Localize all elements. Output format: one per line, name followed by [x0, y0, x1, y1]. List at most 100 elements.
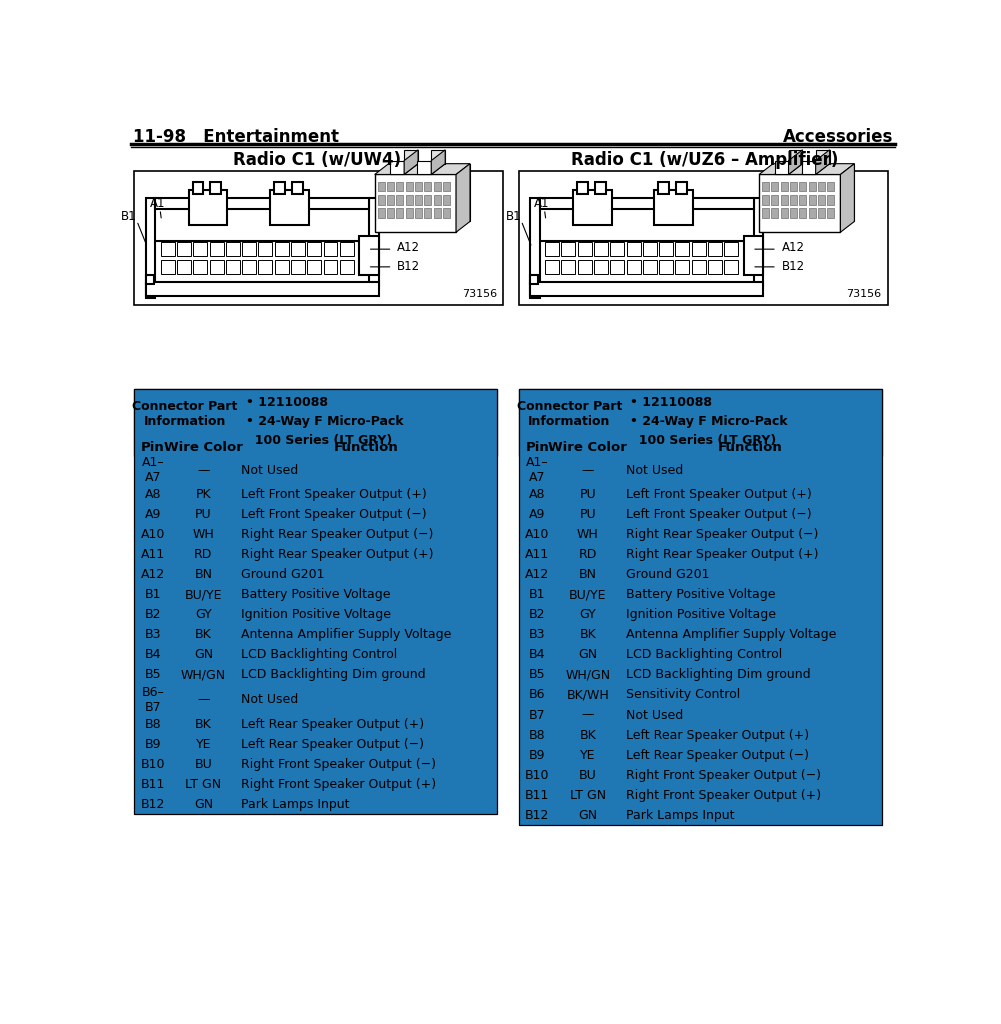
Text: B1: B1 [121, 210, 137, 223]
Text: Park Lamps Input: Park Lamps Input [626, 809, 735, 821]
Text: Left Rear Speaker Output (+): Left Rear Speaker Output (+) [241, 718, 424, 731]
Bar [800, 182, 807, 191]
Bar [772, 208, 779, 217]
Text: BU: BU [194, 758, 212, 771]
Bar [291, 243, 305, 256]
Text: —: — [582, 464, 594, 476]
Text: Not Used: Not Used [626, 464, 683, 476]
Text: Accessories: Accessories [783, 128, 893, 145]
Bar [134, 605, 171, 625]
Bar [134, 585, 171, 605]
Bar [442, 208, 449, 217]
Bar [556, 565, 620, 585]
Bar [270, 189, 308, 224]
Text: Connector Part
Information: Connector Part Information [132, 399, 237, 428]
Text: Not Used: Not Used [241, 464, 298, 476]
Bar [424, 182, 431, 191]
Text: Right Rear Speaker Output (−): Right Rear Speaker Output (−) [241, 528, 433, 542]
Text: B12: B12 [397, 260, 420, 273]
Text: B7: B7 [530, 709, 546, 722]
Bar [235, 585, 497, 605]
Bar [339, 260, 353, 273]
Bar [519, 725, 556, 745]
Bar [620, 625, 882, 645]
Bar [655, 189, 694, 224]
Bar [134, 685, 171, 715]
Bar [519, 438, 556, 456]
Bar [188, 189, 227, 224]
Text: Park Lamps Input: Park Lamps Input [241, 798, 350, 811]
Bar [754, 198, 763, 286]
Text: PU: PU [195, 508, 212, 521]
Bar [146, 274, 154, 284]
Text: B10: B10 [526, 769, 550, 781]
Bar [611, 243, 625, 256]
Bar [556, 456, 620, 484]
Bar [620, 438, 882, 456]
Bar [134, 734, 171, 755]
Bar [193, 243, 207, 256]
Bar [620, 645, 882, 665]
Bar [620, 585, 882, 605]
Bar [235, 456, 497, 484]
Bar [235, 774, 497, 795]
Bar [134, 525, 171, 545]
Bar [577, 182, 588, 194]
Bar [762, 196, 769, 205]
Bar [620, 525, 882, 545]
Bar [171, 438, 235, 456]
Bar [171, 456, 235, 484]
Text: —: — [197, 693, 209, 707]
Text: B11: B11 [526, 788, 550, 802]
Bar [724, 260, 738, 273]
Bar [442, 196, 449, 205]
Text: Right Front Speaker Output (+): Right Front Speaker Output (+) [241, 778, 436, 791]
Bar [359, 237, 378, 274]
Bar [226, 243, 240, 256]
Bar [595, 182, 606, 194]
Bar [339, 243, 353, 256]
Text: A1: A1 [535, 198, 550, 210]
Text: WH: WH [577, 528, 599, 542]
Text: Left Rear Speaker Output (−): Left Rear Speaker Output (−) [626, 749, 809, 762]
Bar [620, 805, 882, 825]
Bar [790, 196, 797, 205]
Polygon shape [841, 164, 855, 232]
Bar [620, 388, 882, 438]
Text: Ground G201: Ground G201 [626, 568, 710, 582]
Bar [171, 545, 235, 565]
Bar [415, 208, 422, 217]
Bar [307, 243, 321, 256]
Bar [177, 243, 191, 256]
Bar [556, 745, 620, 765]
Bar [556, 785, 620, 805]
Bar [519, 705, 556, 725]
Bar [519, 645, 556, 665]
Bar [171, 625, 235, 645]
Bar [556, 765, 620, 785]
Bar [659, 182, 670, 194]
Text: B12: B12 [782, 260, 805, 273]
Text: PU: PU [580, 508, 597, 521]
Bar [809, 182, 816, 191]
Bar [369, 198, 378, 286]
Bar [415, 182, 422, 191]
Bar [134, 171, 504, 305]
Bar [242, 243, 256, 256]
Bar [171, 585, 235, 605]
Bar [171, 685, 235, 715]
Bar [134, 484, 171, 505]
Text: B1: B1 [506, 210, 522, 223]
Bar [377, 208, 384, 217]
Bar [620, 505, 882, 525]
Bar [235, 625, 497, 645]
Bar [809, 196, 816, 205]
Bar [171, 605, 235, 625]
Bar [424, 196, 431, 205]
Polygon shape [390, 164, 418, 174]
Text: BU/YE: BU/YE [184, 589, 222, 601]
Polygon shape [816, 150, 830, 174]
Text: Right Rear Speaker Output (+): Right Rear Speaker Output (+) [626, 548, 818, 561]
Bar [773, 164, 855, 221]
Bar [556, 605, 620, 625]
